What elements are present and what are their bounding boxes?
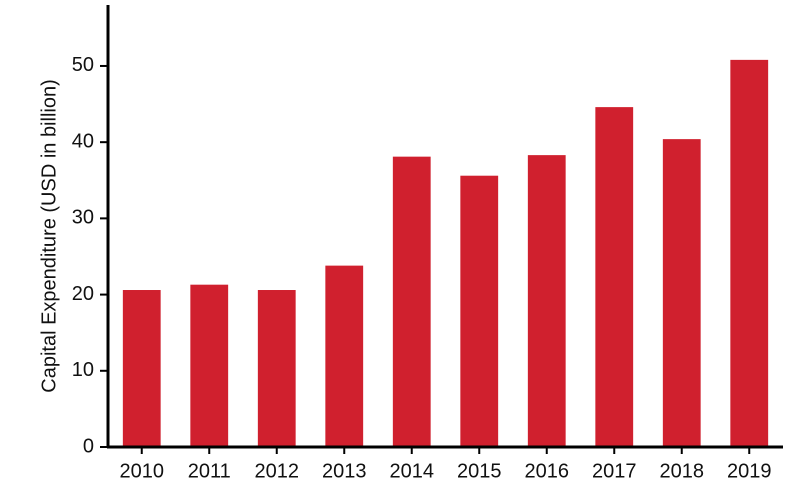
x-tick-label: 2019 [727, 460, 772, 482]
x-tick-label: 2013 [322, 460, 367, 482]
bar [662, 139, 701, 447]
y-tick-label: 10 [72, 359, 94, 381]
x-tick-label: 2010 [120, 460, 165, 482]
bar [257, 290, 296, 447]
bar [460, 175, 499, 448]
bar [730, 59, 769, 448]
x-tick-label: 2015 [457, 460, 502, 482]
x-tick-label: 2012 [255, 460, 300, 482]
y-tick-label: 20 [72, 283, 94, 305]
x-tick-label: 2016 [525, 460, 570, 482]
x-tick-label: 2014 [390, 460, 435, 482]
x-tick-label: 2018 [660, 460, 705, 482]
bar [190, 284, 229, 447]
y-tick-label: 0 [83, 435, 94, 457]
bar [595, 107, 634, 447]
bar [325, 265, 364, 447]
y-tick-label: 30 [72, 207, 94, 229]
y-tick-label: 50 [72, 54, 94, 76]
y-tick-label: 40 [72, 130, 94, 152]
y-axis-label: Capital Expenditure (USD in billion) [38, 79, 60, 392]
bar [527, 155, 566, 448]
bar [392, 156, 431, 447]
bar [122, 290, 161, 447]
x-tick-label: 2017 [592, 460, 637, 482]
x-tick-label: 2011 [188, 460, 231, 482]
